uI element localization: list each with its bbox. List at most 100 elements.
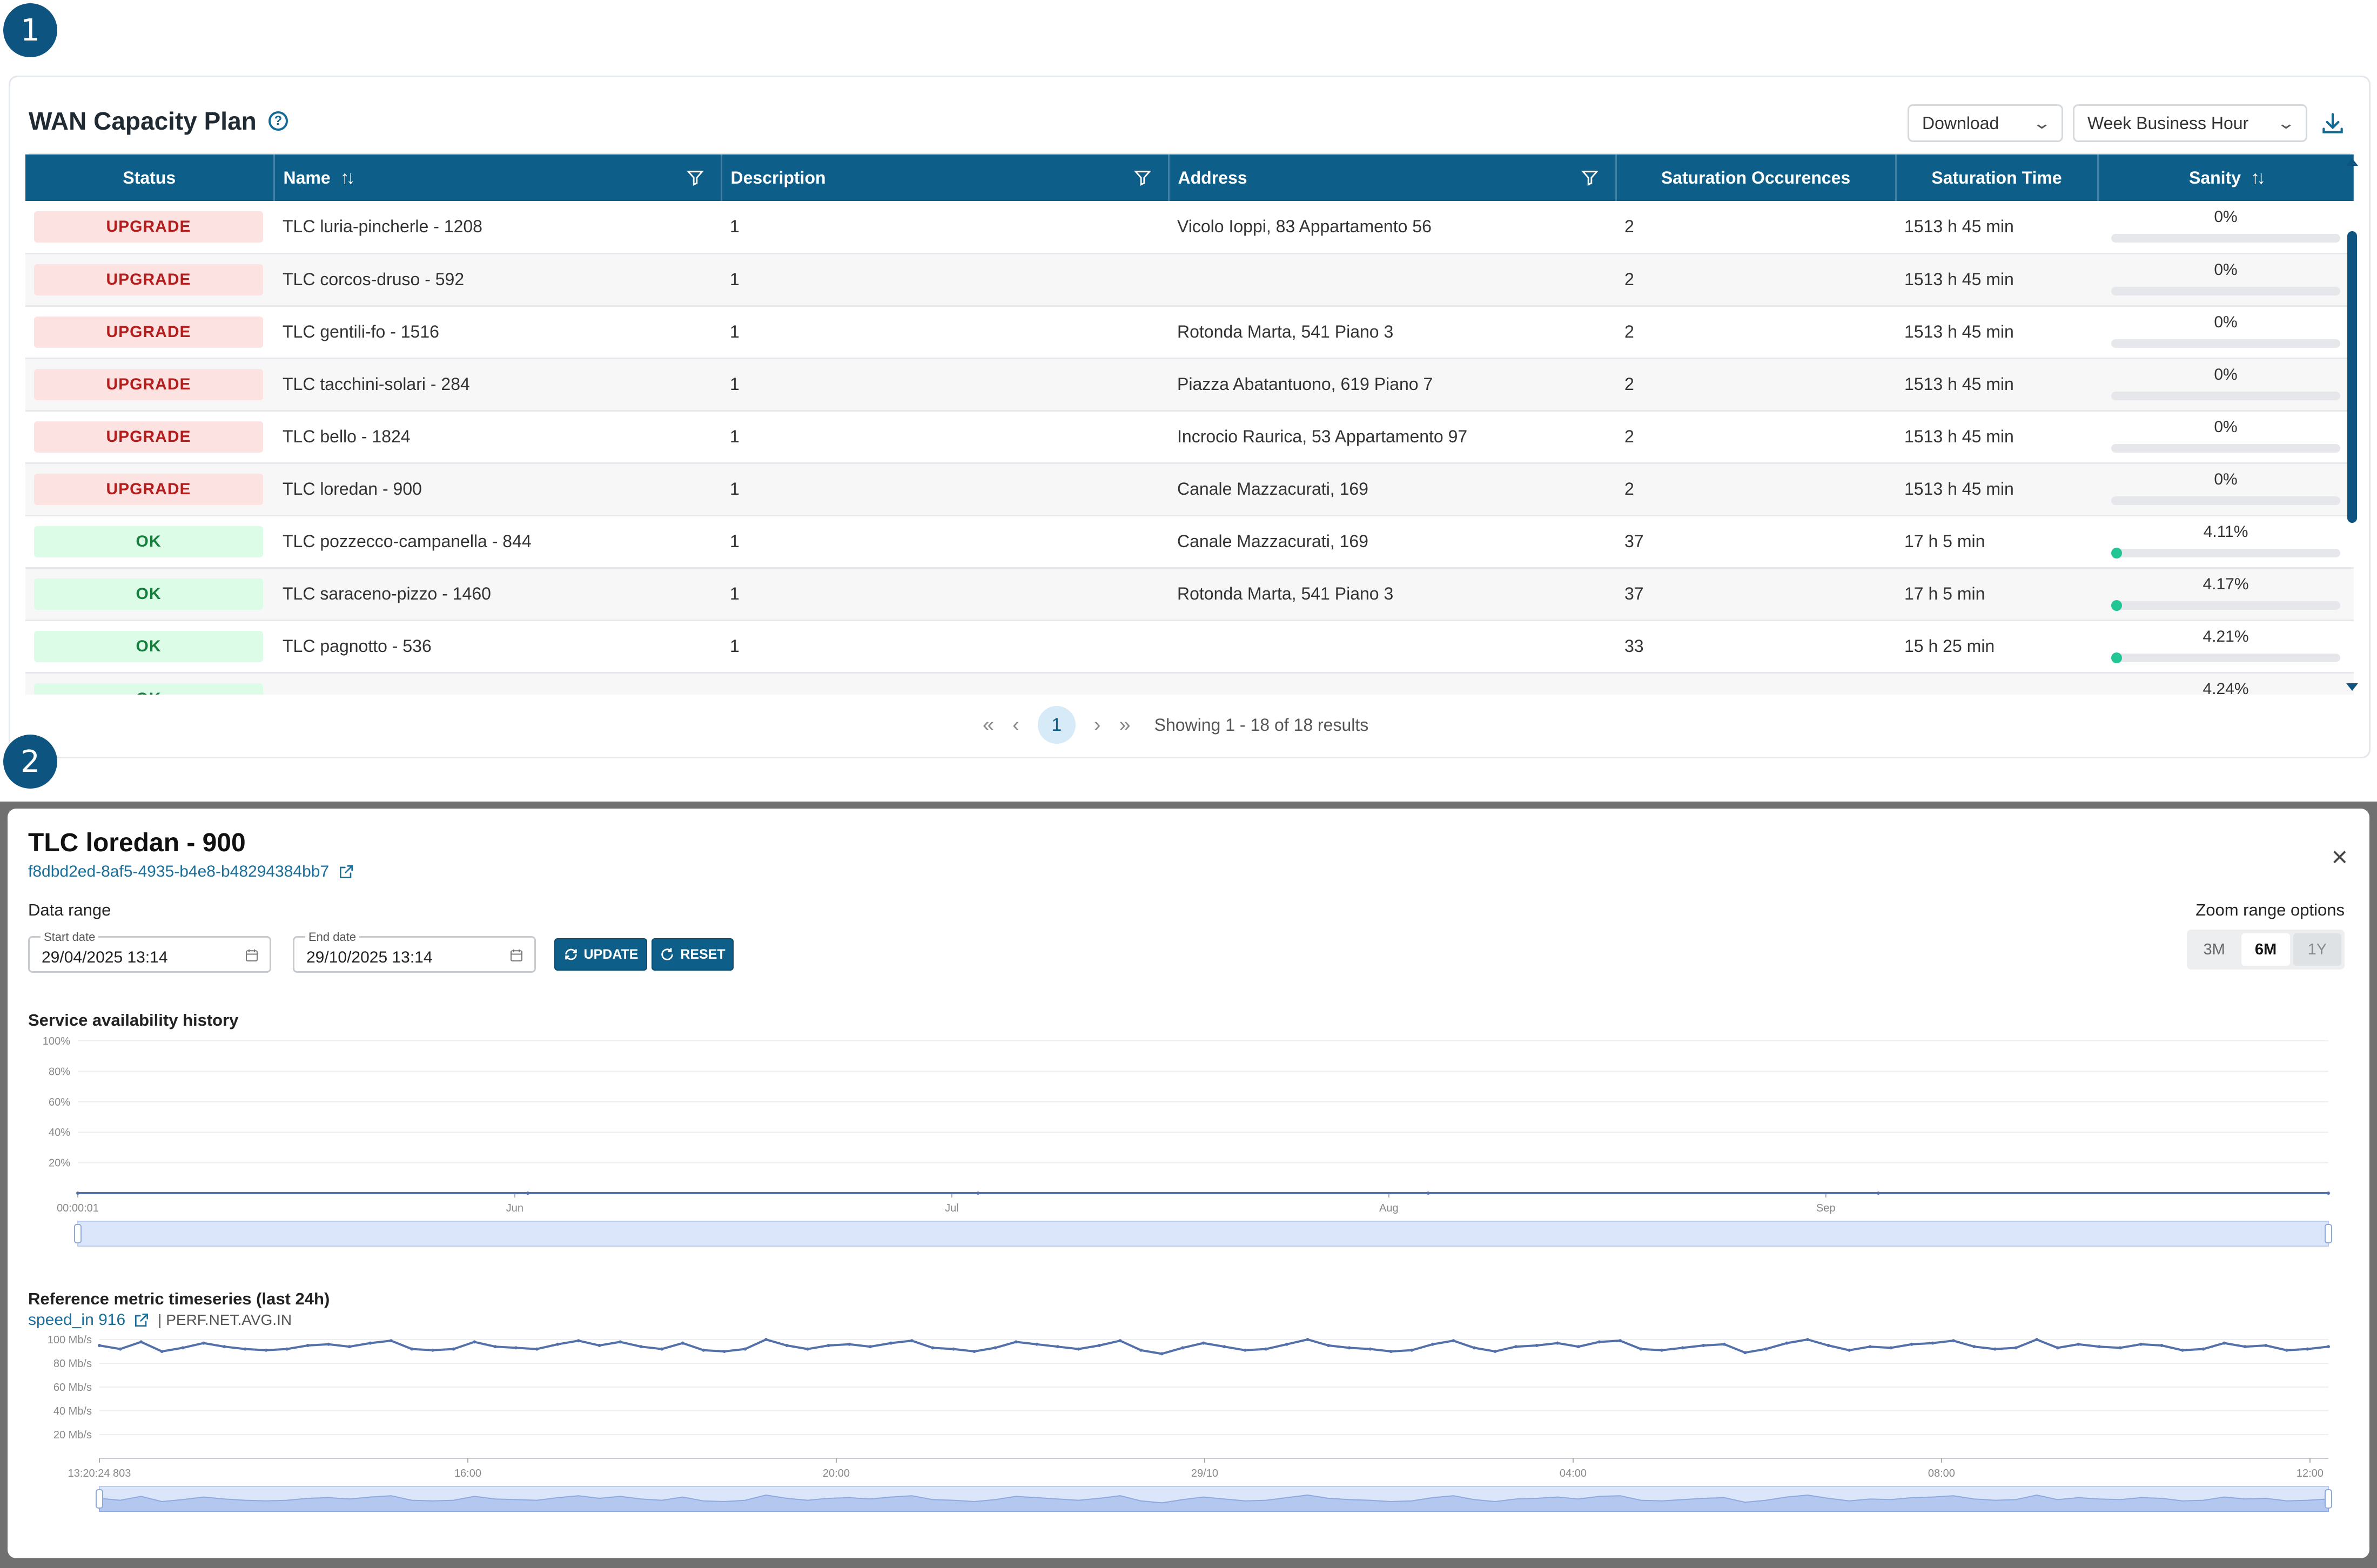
step-badge-1: 1 bbox=[3, 3, 57, 57]
detail-uuid-text[interactable]: f8dbd2ed-8af5-4935-b4e8-b48294384bb7 bbox=[28, 863, 330, 880]
table-row[interactable]: UPGRADE TLC corcos-druso - 592 1 2 1513 h 45… bbox=[25, 253, 2354, 307]
filter-icon[interactable] bbox=[1581, 169, 1599, 187]
data-point bbox=[785, 1344, 789, 1347]
update-button[interactable]: UPDATE bbox=[554, 938, 647, 971]
prev-page-button[interactable]: ‹ bbox=[1012, 713, 1019, 736]
external-link-icon[interactable] bbox=[338, 863, 355, 880]
first-page-button[interactable]: « bbox=[983, 713, 995, 736]
table-row[interactable]: OK TLC pagnotto - 536 1 33 15 h 25 min 4.21% bbox=[25, 620, 2354, 674]
column-header-saturation-occurences[interactable]: Saturation Occurences bbox=[1616, 154, 1897, 201]
start-date-field[interactable]: Start date 29/04/2025 13:14 bbox=[28, 930, 271, 973]
metric-link[interactable]: speed_in 916 bbox=[28, 1311, 126, 1329]
data-point bbox=[1077, 1347, 1080, 1351]
description-cell: 1 bbox=[721, 410, 1169, 464]
data-point bbox=[722, 1350, 726, 1353]
y-tick-label: 40 Mb/s bbox=[53, 1405, 92, 1417]
x-tick-label: Jul bbox=[945, 1202, 959, 1214]
data-point bbox=[285, 1347, 289, 1351]
data-point bbox=[1639, 1347, 1643, 1351]
calendar-icon[interactable] bbox=[244, 947, 260, 964]
data-point bbox=[1264, 1347, 1268, 1351]
end-date-field[interactable]: End date 29/10/2025 13:14 bbox=[293, 930, 536, 973]
pagination: « ‹ 1 › » Showing 1 - 18 of 18 results bbox=[983, 706, 1368, 744]
column-header-name[interactable]: Name ↑↓ bbox=[274, 154, 722, 201]
data-point bbox=[681, 1341, 684, 1345]
column-header-status[interactable]: Status bbox=[25, 154, 275, 201]
external-link-icon[interactable] bbox=[133, 1311, 150, 1329]
sort-icon[interactable]: ↑↓ bbox=[340, 167, 355, 188]
name-cell: TLC corcos-druso - 592 bbox=[274, 253, 721, 307]
data-point bbox=[1452, 1339, 1455, 1343]
table-row[interactable]: OK TLC pozzecco-campanella - 844 1 Canale M… bbox=[25, 515, 2354, 569]
sanity-progress-bar bbox=[2111, 600, 2340, 611]
table-row[interactable]: UPGRADE TLC loredan - 900 1 Canale Mazzacur… bbox=[25, 463, 2354, 516]
sanity-value: 4.11% bbox=[2203, 522, 2248, 541]
status-badge: OK bbox=[34, 526, 263, 557]
download-icon[interactable] bbox=[2319, 110, 2346, 137]
help-circle-icon[interactable]: ? bbox=[268, 111, 288, 131]
column-header-description[interactable]: Description bbox=[721, 154, 1170, 201]
data-point bbox=[1618, 1339, 1622, 1343]
zoom-6m-button[interactable]: 6M bbox=[2241, 933, 2290, 966]
data-point bbox=[2222, 1341, 2226, 1345]
end-date-value[interactable]: 29/10/2025 13:14 bbox=[306, 948, 433, 966]
start-date-value[interactable]: 29/04/2025 13:14 bbox=[42, 948, 168, 966]
x-tick-label: 08:00 bbox=[1928, 1468, 1955, 1479]
name-cell: TLC pozzecco-campanella - 844 bbox=[274, 515, 721, 569]
data-point bbox=[76, 1192, 79, 1195]
detail-uuid-link[interactable]: f8dbd2ed-8af5-4935-b4e8-b48294384bb7 bbox=[28, 863, 355, 881]
column-header-saturation-time[interactable]: Saturation Time bbox=[1896, 154, 2099, 201]
data-point bbox=[1368, 1347, 1372, 1351]
data-point bbox=[1681, 1346, 1684, 1350]
table-row[interactable]: UPGRADE TLC tacchini-solari - 284 1 Piazza … bbox=[25, 358, 2354, 412]
scroll-down-arrow-icon[interactable] bbox=[2346, 683, 2358, 691]
sanity-cell: 0% bbox=[2098, 306, 2354, 359]
current-page-button[interactable]: 1 bbox=[1037, 706, 1076, 744]
zoom-slider-handle-left bbox=[96, 1489, 103, 1509]
data-point bbox=[473, 1340, 476, 1344]
address-cell: Rotonda Marta, 541 Piano 3 bbox=[1169, 568, 1616, 621]
refresh-icon bbox=[565, 948, 577, 960]
data-point bbox=[702, 1348, 706, 1352]
reset-button[interactable]: RESET bbox=[652, 938, 734, 971]
detail-title: TLC loredan - 900 bbox=[28, 829, 246, 857]
calendar-icon[interactable] bbox=[508, 947, 525, 964]
metric-chart-title: Reference metric timeseries (last 24h) bbox=[28, 1289, 330, 1308]
zoom-1y-button[interactable]: 1Y bbox=[2293, 933, 2341, 966]
table-row[interactable]: UPGRADE TLC bello - 1824 1 Incrocio Raurica… bbox=[25, 410, 2354, 464]
name-cell: TLC saraceno-pizzo - 1460 bbox=[274, 568, 721, 621]
table-row[interactable]: UPGRADE TLC gentili-fo - 1516 1 Rotonda Mar… bbox=[25, 306, 2354, 359]
table-scrollbar[interactable] bbox=[2347, 231, 2357, 523]
column-header-address[interactable]: Address bbox=[1169, 154, 1617, 201]
download-select[interactable]: Download ⌄ bbox=[1908, 104, 2063, 142]
sanity-cell: 4.21% bbox=[2098, 620, 2354, 674]
step-badge-2: 2 bbox=[3, 735, 57, 789]
data-point bbox=[976, 1192, 980, 1195]
period-select[interactable]: Week Business Hour ⌄ bbox=[2073, 104, 2307, 142]
data-point bbox=[2181, 1348, 2185, 1352]
last-page-button[interactable]: » bbox=[1119, 713, 1131, 736]
x-tick-label: 12:00 bbox=[2297, 1468, 2324, 1479]
next-page-button[interactable]: › bbox=[1093, 713, 1101, 736]
filter-icon[interactable] bbox=[1133, 169, 1152, 187]
filter-icon[interactable] bbox=[686, 169, 704, 187]
saturation-time-cell: 17 h 5 min bbox=[1896, 568, 2098, 621]
x-tick-label: Sep bbox=[1816, 1202, 1836, 1214]
zoom-3m-button[interactable]: 3M bbox=[2203, 940, 2225, 958]
data-point bbox=[389, 1339, 393, 1343]
table-row[interactable]: OK TLC saraceno-pizzo - 1460 1 Rotonda Mart… bbox=[25, 568, 2354, 621]
close-icon[interactable]: × bbox=[2331, 842, 2348, 873]
data-point bbox=[1181, 1346, 1185, 1350]
data-point bbox=[98, 1344, 101, 1347]
scroll-up-arrow-icon[interactable] bbox=[2346, 158, 2358, 166]
chevron-down-icon: ⌄ bbox=[2276, 114, 2296, 132]
column-header-sanity[interactable]: Sanity ↑↓ bbox=[2098, 154, 2354, 201]
table-row[interactable]: OK 4.24% bbox=[25, 672, 2354, 695]
data-point bbox=[764, 1338, 768, 1341]
table-row[interactable]: UPGRADE TLC luria-pincherle - 1208 1 Vicolo… bbox=[25, 201, 2354, 254]
sort-icon[interactable]: ↑↓ bbox=[2251, 167, 2266, 188]
description-cell bbox=[721, 672, 1169, 695]
saturation-time-cell: 1513 h 45 min bbox=[1896, 358, 2098, 412]
data-point bbox=[181, 1346, 185, 1350]
data-point bbox=[1722, 1342, 1726, 1346]
